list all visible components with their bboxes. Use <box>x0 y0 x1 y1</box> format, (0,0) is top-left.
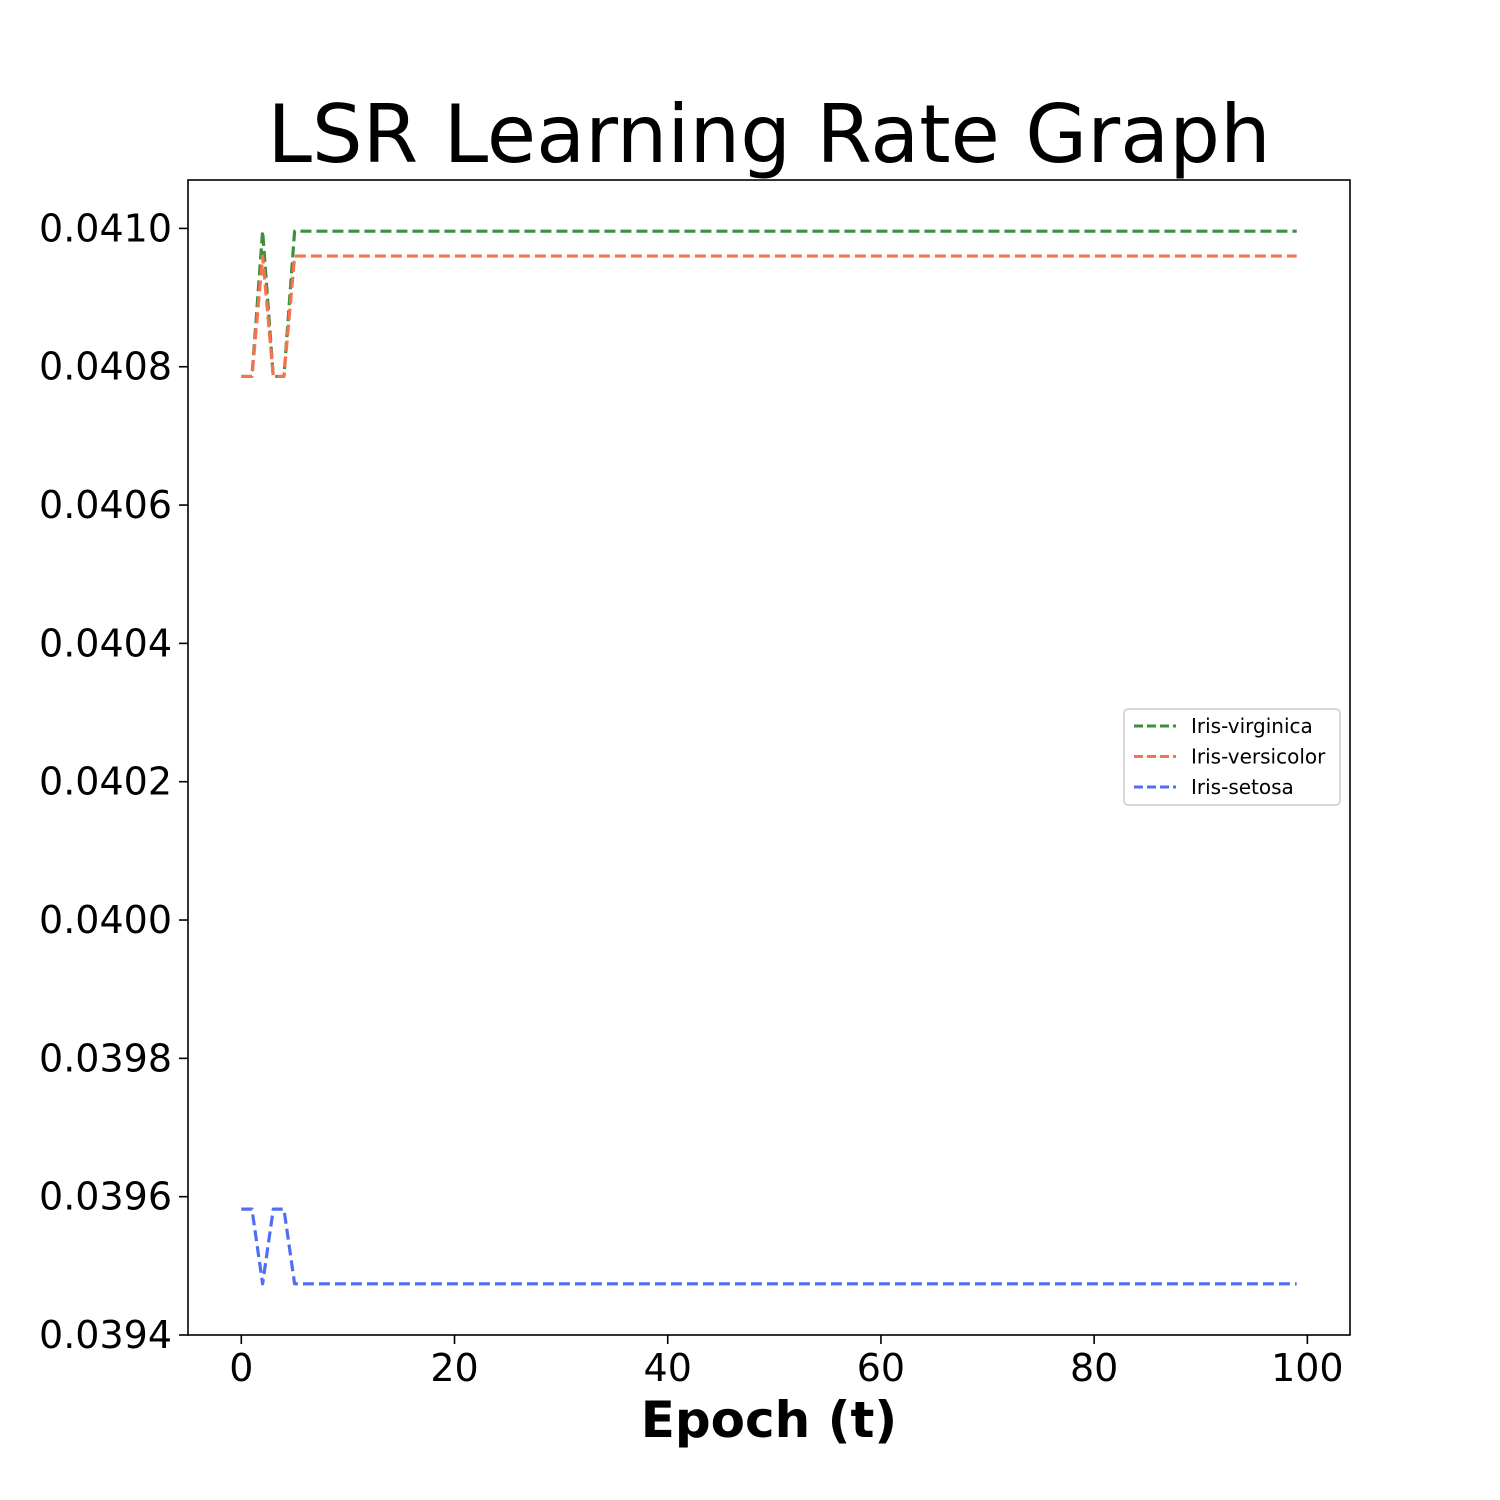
series-line-iris-setosa <box>241 1207 1297 1286</box>
x-tick-label: 80 <box>1070 1346 1118 1390</box>
legend-label: Iris-virginica <box>1191 714 1313 738</box>
legend-label: Iris-versicolor <box>1191 745 1326 769</box>
y-tick-label: 0.0400 <box>39 898 172 942</box>
plot-frame <box>187 179 1351 1336</box>
series-line-iris-versicolor <box>241 254 1297 379</box>
y-axis-ticks: 0.0394 0.0396 0.0398 0.0400 0.0402 0.0404 0.04… <box>39 206 188 1357</box>
legend: Iris-virginica Iris-versicolor Iris-setosa <box>1123 708 1341 806</box>
legend-items: Iris-virginica Iris-versicolor Iris-setosa <box>1134 714 1326 799</box>
x-tick-label: 60 <box>857 1346 905 1390</box>
y-tick-label: 0.0408 <box>39 345 172 389</box>
x-tick-label: 100 <box>1271 1346 1344 1390</box>
x-tick-label: 40 <box>644 1346 692 1390</box>
x-axis-label: Epoch (t) <box>641 1391 898 1449</box>
x-axis-ticks: 0 20 40 60 80 100 <box>229 1335 1344 1390</box>
legend-label: Iris-setosa <box>1191 775 1294 799</box>
y-tick-label: 0.0402 <box>39 760 172 804</box>
y-tick-label: 0.0394 <box>39 1313 172 1357</box>
series-line-iris-virginica <box>241 229 1297 379</box>
y-tick-label: 0.0406 <box>39 483 172 527</box>
legend-box <box>1123 708 1341 806</box>
chart-title: LSR Learning Rate Graph <box>267 88 1270 181</box>
x-tick-label: 0 <box>229 1346 253 1390</box>
x-tick-label: 20 <box>430 1346 478 1390</box>
series-layer <box>241 229 1297 1286</box>
y-tick-label: 0.0398 <box>39 1036 172 1080</box>
y-tick-label: 0.0410 <box>39 206 172 250</box>
y-tick-label: 0.0396 <box>39 1175 172 1219</box>
y-tick-label: 0.0404 <box>39 621 172 665</box>
